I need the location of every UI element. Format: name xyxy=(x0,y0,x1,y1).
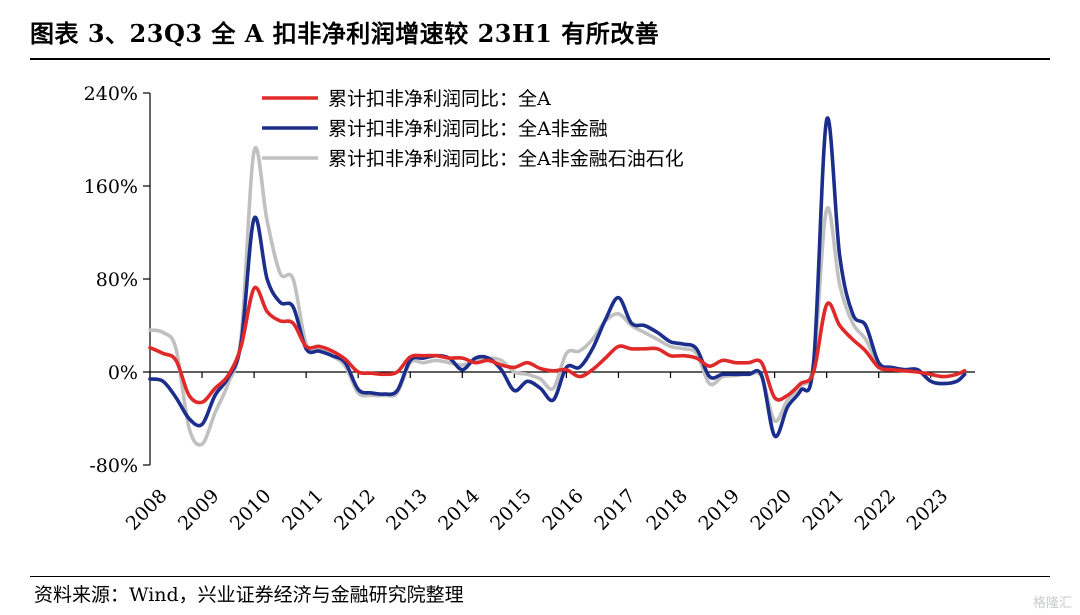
x-tick-label: 2020 xyxy=(746,485,796,535)
source-note: 资料来源：Wind，兴业证券经济与金融研究院整理 xyxy=(34,584,464,606)
x-tick-label: 2018 xyxy=(642,485,692,535)
series-line-quan-a xyxy=(148,285,967,405)
chart-legend: 累计扣非净利润同比：全A 累计扣非净利润同比：全A非金融累计扣非净利润同比：全A非… xyxy=(262,88,684,170)
source-rule xyxy=(30,576,1050,577)
x-tick-label: 2009 xyxy=(174,485,224,535)
x-tick-label: 2008 xyxy=(122,485,172,535)
x-tick-label: 2021 xyxy=(798,485,848,535)
title-rule xyxy=(30,58,1050,60)
x-tick-label: 2019 xyxy=(694,485,744,535)
y-tick-label: 0% xyxy=(108,362,138,384)
y-tick-label: 160% xyxy=(84,176,138,198)
x-tick-label: 2015 xyxy=(486,485,536,535)
x-tick-label: 2016 xyxy=(538,485,588,535)
x-tick-label: 2013 xyxy=(382,485,432,535)
x-tick-label: 2014 xyxy=(434,485,484,535)
legend-item-quan-a-non-financial-ex-petro-label: 累计扣非净利润同比：全A非金融石油石化 xyxy=(328,148,684,170)
page-title: 图表 3、23Q3 全 A 扣非净利润增速较 23H1 有所改善 xyxy=(30,19,660,48)
chart-series-layer xyxy=(148,116,967,447)
x-tick-label: 2012 xyxy=(330,485,380,535)
x-tick-label: 2017 xyxy=(590,485,640,535)
x-tick-label: 2011 xyxy=(278,485,328,535)
y-tick-label: 80% xyxy=(96,269,138,291)
series-line-quan-a-non-financial xyxy=(148,116,967,439)
series-line-quan-a-non-financial-ex-petro xyxy=(148,146,967,447)
x-tick-label: 2023 xyxy=(903,485,953,535)
y-tick-label: 240% xyxy=(84,83,138,105)
x-tick-label: 2010 xyxy=(226,485,276,535)
legend-item-quan-a-non-financial-label: 累计扣非净利润同比：全A非金融 xyxy=(328,118,608,140)
x-tick-label: 2022 xyxy=(850,485,900,535)
y-tick-label: -80% xyxy=(89,455,138,477)
legend-item-quan-a-label: 累计扣非净利润同比：全A xyxy=(328,88,551,110)
watermark-logo: 格隆汇 xyxy=(1032,596,1072,611)
